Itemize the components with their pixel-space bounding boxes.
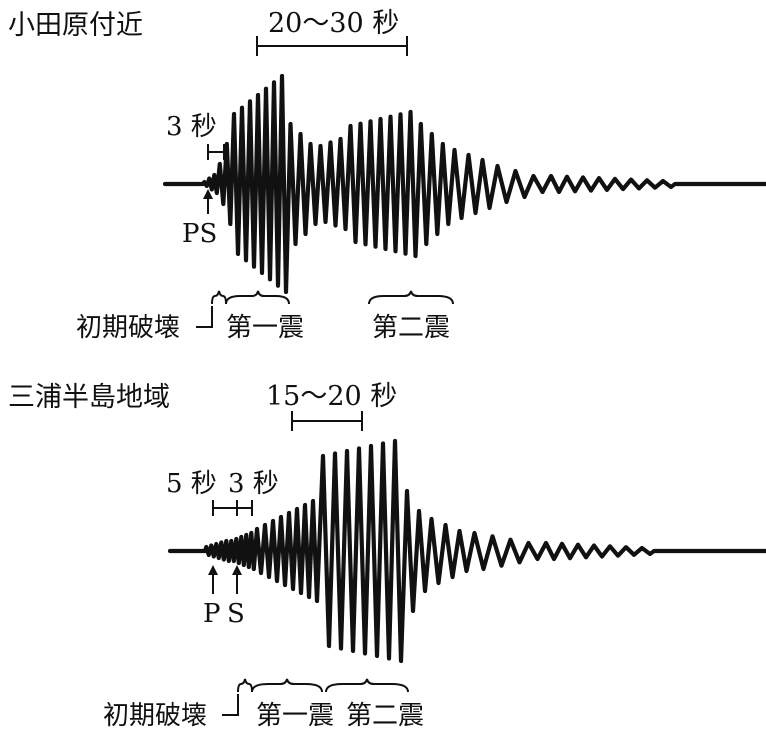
interval-brackets [212, 500, 253, 516]
ps-label: PS [182, 219, 217, 249]
shock1-label: 第一震 [256, 701, 334, 729]
rupture-label: 初期破壊 [103, 701, 207, 729]
seismogram-waveform [162, 73, 766, 295]
span-bracket [256, 36, 408, 56]
seismogram-waveform [167, 438, 766, 664]
s-arrow [232, 565, 242, 594]
rupture-brace [237, 678, 253, 693]
p-arrow [208, 565, 218, 594]
shock2-label: 第二震 [346, 701, 424, 729]
rupture-brace [211, 290, 227, 305]
interval-bracket [207, 144, 225, 160]
panel-title: 三浦半島地域 [8, 382, 170, 413]
panel-odawara: 小田原付近 20～30 秒 3 秒 PS 初期破壊 第一震 第二震 [8, 8, 766, 343]
rupture-label: 初期破壊 [76, 313, 180, 343]
shock1-brace [251, 678, 323, 693]
shock2-brace [368, 290, 454, 305]
shock2-label: 第二震 [372, 313, 450, 343]
panel-miura: 三浦半島地域 15～20 秒 5 秒 3 秒 P S [8, 381, 766, 729]
span-label: 20～30 秒 [268, 8, 399, 39]
shock2-brace [325, 678, 409, 693]
s-label: S [227, 599, 245, 629]
interval2-label: 3 秒 [228, 469, 279, 499]
rupture-leader [196, 306, 213, 328]
ps-arrow [203, 189, 213, 214]
panel-title: 小田原付近 [8, 10, 143, 41]
span-bracket [291, 411, 363, 431]
interval-label: 3 秒 [166, 112, 217, 142]
span-label: 15～20 秒 [266, 381, 397, 412]
p-label: P [203, 599, 221, 629]
shock1-label: 第一震 [226, 313, 304, 343]
interval1-label: 5 秒 [166, 469, 217, 499]
rupture-leader [222, 694, 239, 716]
shock1-brace [225, 290, 290, 305]
